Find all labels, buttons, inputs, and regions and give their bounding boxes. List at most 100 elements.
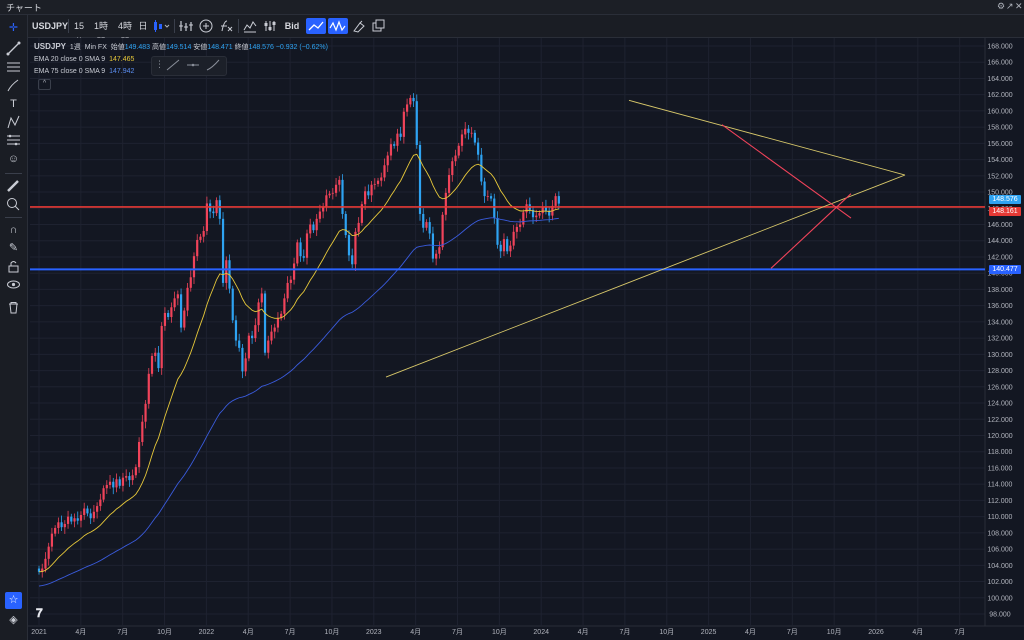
candle-body [176,294,179,299]
candle-body [238,340,241,348]
candle-body [389,144,393,156]
draw-pen-icon[interactable] [206,59,220,73]
candle-body [73,518,76,522]
chart-area[interactable] [28,38,1024,640]
candle-body [141,421,144,442]
candle-body [202,231,205,237]
x-tick-label: 10月 [659,628,674,636]
chart-type-dropdown[interactable] [150,18,172,34]
candle-body [150,355,154,374]
emoji-icon[interactable]: ☺ [7,153,20,165]
candle-body [515,226,518,232]
y-tick-label: 150.000 [987,190,1012,197]
magnet-icon[interactable]: ∩ [9,224,18,236]
close-icon[interactable]: ✕ [1015,1,1023,11]
close-value: 148.576 [248,44,274,51]
symbol-button[interactable]: USDJPY [32,21,69,31]
y-tick-label: 126.000 [987,384,1012,391]
ema20-line [38,153,559,573]
drag-handle-icon[interactable]: ⋮ [155,59,164,69]
settings-sliders-icon[interactable] [262,18,278,34]
y-tick-label: 128.000 [987,368,1012,375]
candle-body [70,516,73,522]
brush-icon[interactable] [350,18,368,34]
alert-icon[interactable] [242,18,258,34]
candle-body [383,165,386,178]
compare-icon[interactable] [178,18,194,34]
fib-icon[interactable] [5,59,22,76]
pattern-icon[interactable] [5,114,22,131]
add-indicator-icon[interactable] [198,18,214,34]
candle-body [367,191,370,196]
candle-body [344,213,347,236]
candle-body [173,298,176,308]
low-label: 安値 [193,44,208,51]
tradingview-logo: 𝟕 [36,606,43,620]
measure-lines-icon[interactable] [5,132,22,149]
gear-icon[interactable]: ⚙ [997,1,1006,11]
lock-icon[interactable] [5,258,22,275]
candle-body [192,256,196,278]
trend-line-icon[interactable] [5,40,22,57]
candle-body [347,235,351,256]
candle-body [470,132,473,134]
candle-body [444,192,447,215]
x-tick-label: 2026 [868,629,884,636]
eye-icon[interactable] [5,276,22,293]
candle-body [231,288,234,321]
brush-draw-icon[interactable] [5,77,22,94]
candle-body [525,204,528,213]
wave-mode-icon[interactable] [328,18,348,34]
x-tick-label: 7月 [452,628,463,636]
layers-panel-icon[interactable]: ◈ [9,614,18,626]
y-tick-label: 100.000 [987,595,1012,602]
x-tick-label: 2023 [366,629,382,636]
crosshair-icon[interactable]: ✛ [8,22,19,34]
ema20-label: EMA 20 close 0 SMA 9 [34,56,106,63]
favorite-star-icon[interactable]: ☆ [5,592,22,609]
interval-1d[interactable]: 日 [138,21,148,31]
y-tick-label: 102.000 [987,579,1012,586]
candle-body [380,177,383,181]
text-icon[interactable]: T [10,98,17,110]
candle-body [451,161,454,176]
hline-tool-icon[interactable] [186,59,200,73]
current-price-tag: 148.576 [989,194,1021,204]
candle-body [328,193,331,196]
y-tick-label: 130.000 [987,352,1012,359]
indicator-fx-icon[interactable] [218,18,234,34]
ruler-icon[interactable] [5,178,22,195]
popout-icon[interactable]: ↗ [1006,1,1014,11]
high-label: 高値 [152,44,167,51]
candle-body [418,144,422,214]
floating-draw-toolbar: ⋮ [151,56,227,76]
line-tool-icon[interactable] [166,59,180,73]
ema20-value: 147.465 [109,56,135,63]
candle-body [447,175,451,193]
x-tick-label: 2024 [533,629,549,636]
candle-body [477,142,480,155]
candle-body [118,479,121,486]
y-tick-label: 124.000 [987,401,1012,408]
candle-body [305,233,309,258]
candle-body [115,479,118,488]
pencil-lock-icon[interactable]: ✎ [8,242,19,254]
candle-body [318,211,322,219]
y-tick-label: 166.000 [987,60,1012,67]
zoom-in-icon[interactable] [5,196,22,213]
trash-icon[interactable] [5,299,22,316]
ema75-legend: EMA 75 close 0 SMA 9 147.942 [34,68,134,75]
candle-body [79,515,83,521]
bid-button[interactable]: Bid [284,21,300,31]
candle-body [154,352,157,356]
x-tick-label: 7月 [787,628,798,636]
legend-collapse-button[interactable]: ^ [38,79,51,90]
candle-body [351,255,354,265]
candle-body [199,236,202,240]
window-title-bar: チャート ⚙ ↗ ✕ [0,0,1024,15]
layers-icon[interactable] [370,18,386,34]
ascending-trend-line [385,174,906,378]
y-tick-label: 106.000 [987,547,1012,554]
trend-mode-icon[interactable] [306,18,326,34]
y-tick-label: 98.000 [989,612,1011,619]
